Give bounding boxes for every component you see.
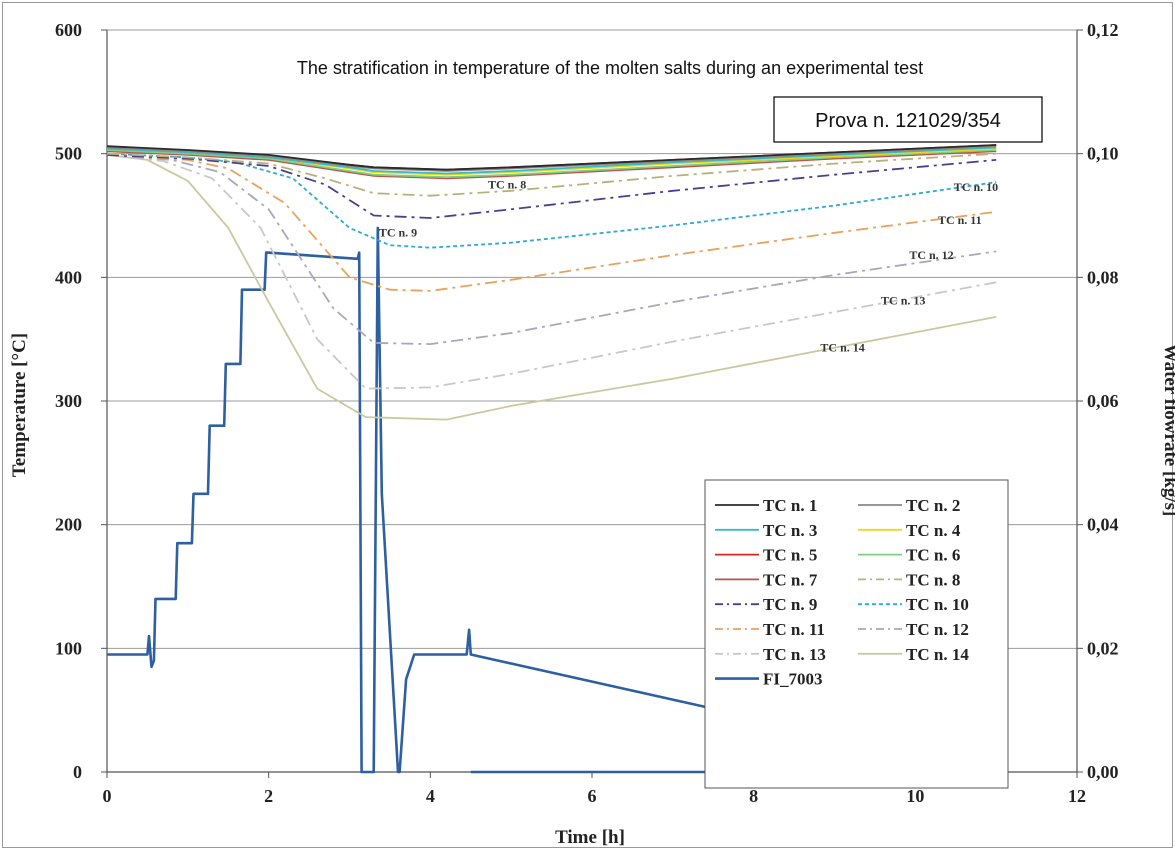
- legend-label: TC n. 13: [763, 645, 826, 664]
- series-line-tc-n-2: [106, 145, 997, 172]
- y2-tick-label: 0,12: [1087, 20, 1119, 40]
- tick-labels: 0 2 4 6 8 10 12 0 100 200 300 400 500 600 0,00 0,02 0,04…: [55, 20, 1119, 806]
- series-line-tc-n-10: [106, 152, 997, 249]
- x-tick-label: 10: [906, 786, 924, 806]
- y-tick-label: 400: [55, 267, 82, 287]
- y-tick-label: 300: [55, 391, 82, 411]
- x-tick-label: 4: [426, 786, 435, 806]
- legend-label: TC n. 7: [763, 570, 818, 589]
- inline-series-label: TC n. 13: [881, 294, 925, 308]
- legend-label: TC n. 6: [906, 546, 960, 565]
- series-line-tc-n-14: [106, 154, 997, 421]
- y-axis-label: Temperature [°C]: [9, 333, 30, 477]
- inline-series-label: TC n. 9: [379, 226, 417, 240]
- inline-labels: TC n. 8 TC n. 9 TC n. 10 TC n. 11 TC n. 12 TC…: [379, 177, 998, 354]
- inline-series-label: TC n. 12: [909, 248, 953, 262]
- inline-series-label: TC n. 10: [954, 180, 998, 194]
- legend-label: TC n. 5: [763, 546, 817, 565]
- legend-label: TC n. 1: [763, 496, 817, 515]
- y-tick-label: 0: [73, 762, 82, 782]
- x-tick-label: 2: [264, 786, 273, 806]
- x-axis-label: Time [h]: [555, 827, 625, 848]
- series-line-tc-n-6: [106, 149, 997, 179]
- legend-label: TC n. 2: [906, 496, 960, 515]
- annotation-box: [773, 96, 1043, 143]
- legend-label: FI_7003: [763, 670, 823, 689]
- y-tick-label: 500: [55, 144, 82, 164]
- y-tick-label: 600: [55, 20, 82, 40]
- y-tick-label: 200: [55, 515, 82, 535]
- legend-label: TC n. 12: [906, 620, 969, 639]
- series-line-tc-n-12: [106, 154, 997, 346]
- y2-tick-label: 0,10: [1087, 144, 1119, 164]
- y2-tick-label: 0,02: [1087, 638, 1119, 658]
- series-line-tc-n-8: [106, 152, 997, 197]
- legend-label: TC n. 3: [763, 521, 817, 540]
- legend-label: TC n. 8: [906, 570, 960, 589]
- series-line-fi-7003: [107, 226, 997, 774]
- legend: TC n. 1 TC n. 2 TC n. 3 TC n. 4 TC n. 5 TC n.…: [704, 479, 1009, 789]
- legend-box: [704, 479, 1009, 789]
- legend-label: TC n. 11: [763, 620, 825, 639]
- chart-title: The stratification in temperature of the…: [297, 58, 923, 78]
- y2-tick-label: 0,06: [1087, 391, 1119, 411]
- x-tick-label: 6: [588, 786, 597, 806]
- series-lines: [106, 144, 997, 774]
- series-line-tc-n-11: [106, 154, 997, 292]
- series-line-tc-n-1: [106, 144, 997, 171]
- y2-tick-label: 0,04: [1087, 515, 1119, 535]
- legend-label: TC n. 9: [763, 595, 817, 614]
- y-tick-label: 100: [55, 638, 82, 658]
- legend-label: TC n. 4: [906, 521, 961, 540]
- inline-series-label: TC n. 8: [488, 177, 526, 191]
- inline-series-label: TC n. 11: [938, 213, 982, 227]
- series-line-tc-n-7: [106, 150, 997, 180]
- legend-label: TC n. 14: [906, 645, 969, 664]
- series-line-tc-n-3: [106, 146, 997, 175]
- x-tick-label: 0: [103, 786, 112, 806]
- y2-axis-label: Water flowrate [kg/s]: [1160, 344, 1175, 517]
- inline-series-label: TC n. 14: [820, 341, 864, 355]
- annotation-box-text: Prova n. 121029/354: [815, 110, 1001, 132]
- x-tick-label: 8: [749, 786, 758, 806]
- series-line-tc-n-9: [106, 154, 997, 219]
- y2-tick-label: 0,08: [1087, 267, 1119, 287]
- legend-label: TC n. 10: [906, 595, 969, 614]
- x-tick-label: 12: [1068, 786, 1086, 806]
- y2-tick-label: 0,00: [1087, 762, 1119, 782]
